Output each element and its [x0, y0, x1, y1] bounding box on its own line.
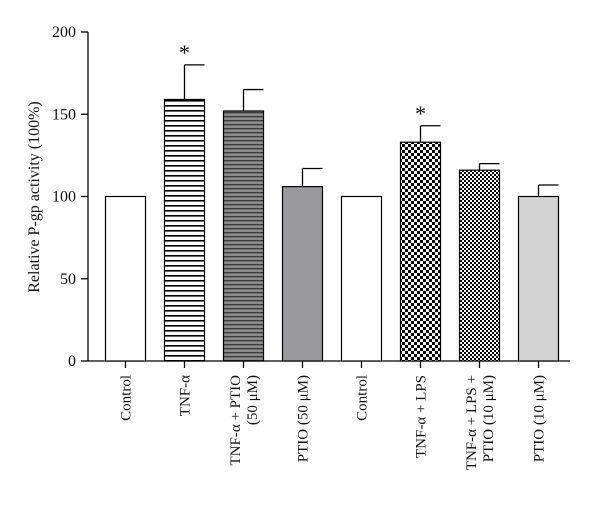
bar [340, 195, 383, 362]
y-axis-label: Relative P-gp activity (100%) [26, 101, 43, 293]
x-axis [88, 360, 570, 368]
y-tick-label: 0 [68, 353, 76, 370]
x-tick-label-line: TNF-α [178, 375, 194, 416]
error-bar [478, 162, 500, 171]
error-bar [537, 184, 559, 197]
bar [163, 98, 206, 362]
significance-marker: * [415, 101, 426, 126]
y-axis: 0 50 100 150 200 [52, 24, 89, 370]
annotations: ** [179, 40, 426, 126]
bar [222, 110, 265, 362]
x-tick-label: PTIO (50 μM) [296, 375, 312, 462]
significance-marker: * [179, 40, 190, 65]
bar [104, 195, 147, 362]
x-tick-label: PTIO (10 μM) [532, 375, 548, 462]
error-bars [183, 64, 559, 197]
error-bar [419, 125, 441, 143]
error-bar [183, 64, 205, 100]
x-tick-label-line: Control [355, 375, 371, 421]
x-tick-label: Control [355, 375, 371, 421]
x-tick-label: TNF-α [178, 375, 194, 416]
x-tick-label-line: TNF-α + LPS [414, 375, 430, 458]
error-bar [301, 167, 323, 187]
bar [281, 186, 324, 362]
x-tick-label-line: PTIO (10 μM) [481, 375, 497, 462]
x-tick-label-line: TNF-α + PTIO [228, 375, 244, 466]
x-tick-label-line: PTIO (10 μM) [532, 375, 548, 462]
bar [399, 141, 442, 362]
error-bar [242, 88, 264, 111]
bar [458, 169, 501, 362]
y-tick-label: 50 [60, 271, 76, 288]
category-labels: Control TNF-α TNF-α + PTIO (50 μM) PTIO (50 … [119, 375, 548, 470]
x-tick-label-line: (50 μM) [245, 375, 261, 425]
x-tick-label: TNF-α + LPS + PTIO (10 μM) [464, 375, 497, 470]
x-tick-label-line: Control [119, 375, 135, 421]
x-tick-label-line: TNF-α + LPS + [464, 375, 480, 470]
bar [517, 195, 560, 362]
y-tick-label: 100 [52, 189, 76, 206]
x-tick-label: TNF-α + LPS [414, 375, 430, 458]
x-tick-label: Control [119, 375, 135, 421]
x-tick-label: TNF-α + PTIO (50 μM) [228, 375, 261, 466]
x-tick-label-line: PTIO (50 μM) [296, 375, 312, 462]
y-tick-label: 150 [52, 106, 76, 123]
bars [104, 98, 560, 362]
y-tick-label: 200 [52, 24, 76, 41]
